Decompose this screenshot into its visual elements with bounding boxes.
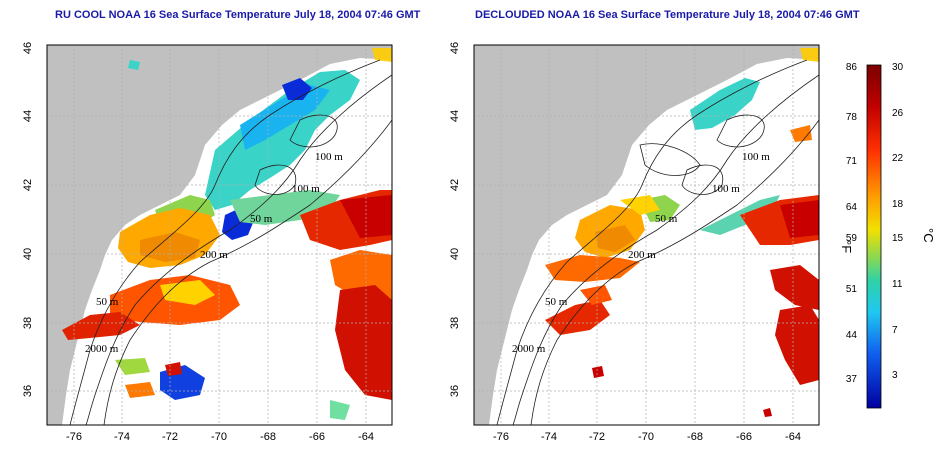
right-map-frame — [473, 44, 820, 426]
lon-tick-label: -64 — [785, 431, 801, 443]
left-map: 100 m 100 m 50 m 200 m 50 m 2000 m -76 -… — [22, 42, 393, 443]
lon-tick-label: -76 — [493, 431, 509, 443]
contour-label: 100 m — [292, 183, 320, 195]
right-land-mass — [474, 45, 819, 425]
left-contour-labels: 100 m 100 m 50 m 200 m 50 m 2000 m — [85, 151, 343, 355]
lon-tick-label: -70 — [638, 431, 654, 443]
contour-label: 50 m — [250, 213, 273, 225]
lat-tick-label: 40 — [22, 248, 34, 260]
fahrenheit-ticks: 86 78 71 64 59 51 44 37 — [846, 62, 858, 385]
celsius-tick: 7 — [892, 325, 898, 336]
lon-tick-label: -64 — [358, 431, 374, 443]
celsius-tick: 11 — [892, 279, 903, 290]
lat-tick-label: 38 — [449, 317, 461, 329]
lon-tick-label: -66 — [309, 431, 325, 443]
contour-label: 200 m — [200, 249, 228, 261]
lon-tick-label: -68 — [687, 431, 703, 443]
lon-tick-label: -66 — [736, 431, 752, 443]
fahrenheit-tick: 64 — [846, 202, 858, 213]
left-graticule — [47, 45, 392, 425]
celsius-tick: 26 — [892, 108, 904, 119]
lon-tick-label: -70 — [211, 431, 227, 443]
contour-label: 100 m — [742, 151, 770, 163]
celsius-unit-label: °C — [921, 228, 936, 243]
lon-tick-label: -76 — [66, 431, 82, 443]
fahrenheit-tick: 51 — [846, 284, 858, 295]
fahrenheit-tick: 59 — [846, 233, 858, 244]
lat-tick-label: 42 — [449, 179, 461, 191]
lat-tick-label: 42 — [22, 179, 34, 191]
fahrenheit-tick: 44 — [846, 330, 858, 341]
fahrenheit-tick: 71 — [846, 156, 858, 167]
colorbar-gradient — [866, 64, 882, 409]
lon-tick-label: -74 — [114, 431, 130, 443]
fahrenheit-tick: 37 — [846, 374, 858, 385]
fahrenheit-unit-label: °F — [839, 240, 854, 253]
celsius-tick: 30 — [892, 62, 904, 73]
celsius-ticks: 30 26 22 18 15 11 7 3 — [892, 62, 904, 381]
lat-tick-label: 46 — [449, 42, 461, 54]
temperature-colorbar: 86 78 71 64 59 51 44 37 30 26 22 18 15 1… — [839, 62, 936, 409]
right-bathymetry-contours — [496, 59, 819, 425]
contour-label: 100 m — [315, 151, 343, 163]
celsius-tick: 18 — [892, 199, 904, 210]
left-lat-ticks: 36 38 40 42 44 46 — [22, 42, 34, 397]
left-map-frame — [46, 44, 393, 426]
contour-label: 200 m — [628, 249, 656, 261]
lat-tick-label: 44 — [22, 110, 34, 122]
right-contour-labels: 100 m 100 m 50 m 200 m 50 m 2000 m — [512, 151, 770, 355]
lat-tick-label: 36 — [22, 385, 34, 397]
lat-tick-label: 44 — [449, 110, 461, 122]
left-sst-field — [62, 48, 392, 420]
right-map: 100 m 100 m 50 m 200 m 50 m 2000 m -76 -… — [449, 42, 820, 443]
left-bathymetry-contours — [69, 59, 392, 425]
contour-label: 50 m — [96, 296, 119, 308]
left-map-title: RU COOL NOAA 16 Sea Surface Temperature … — [55, 9, 421, 21]
contour-label: 2000 m — [512, 343, 546, 355]
right-graticule — [474, 45, 819, 425]
left-land-mass — [47, 45, 392, 425]
celsius-tick: 3 — [892, 370, 898, 381]
lat-tick-label: 36 — [449, 385, 461, 397]
contour-label: 50 m — [655, 213, 678, 225]
celsius-tick: 15 — [892, 233, 904, 244]
lat-tick-label: 40 — [449, 248, 461, 260]
lon-tick-label: -74 — [541, 431, 557, 443]
lon-tick-label: -72 — [589, 431, 605, 443]
right-map-title: DECLOUDED NOAA 16 Sea Surface Temperatur… — [475, 9, 860, 21]
right-lat-ticks: 36 38 40 42 44 46 — [449, 42, 461, 397]
celsius-tick: 22 — [892, 153, 904, 164]
left-lon-ticks: -76 -74 -72 -70 -68 -66 -64 — [66, 431, 374, 443]
right-sst-field — [545, 48, 819, 417]
lat-tick-label: 46 — [22, 42, 34, 54]
fahrenheit-tick: 86 — [846, 62, 858, 73]
lon-tick-label: -72 — [162, 431, 178, 443]
fahrenheit-tick: 78 — [846, 112, 858, 123]
contour-label: 2000 m — [85, 343, 119, 355]
right-lon-ticks: -76 -74 -72 -70 -68 -66 -64 — [493, 431, 801, 443]
contour-label: 50 m — [545, 296, 568, 308]
lon-tick-label: -68 — [260, 431, 276, 443]
lat-tick-label: 38 — [22, 317, 34, 329]
contour-label: 100 m — [712, 183, 740, 195]
